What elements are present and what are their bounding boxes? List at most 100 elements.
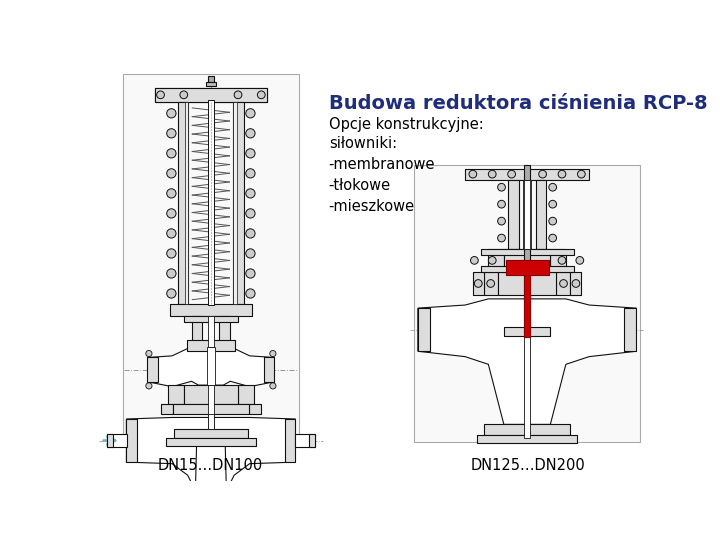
Bar <box>624 308 636 351</box>
Bar <box>418 308 431 351</box>
Circle shape <box>246 189 255 198</box>
Bar <box>508 179 518 249</box>
Bar <box>485 424 570 435</box>
Text: siłowniki:: siłowniki: <box>329 137 397 151</box>
Bar <box>173 404 249 414</box>
Bar <box>414 165 640 442</box>
Bar <box>178 102 189 303</box>
Bar <box>485 424 570 435</box>
Bar <box>624 308 636 351</box>
Bar <box>166 438 256 446</box>
Circle shape <box>145 350 152 356</box>
Bar <box>473 272 485 295</box>
Circle shape <box>471 256 478 264</box>
Circle shape <box>180 91 188 99</box>
Bar <box>477 435 577 443</box>
Bar <box>536 179 546 249</box>
Circle shape <box>246 289 255 298</box>
Circle shape <box>145 383 152 389</box>
Bar <box>122 74 300 442</box>
Bar <box>309 434 315 447</box>
Bar <box>249 404 261 414</box>
Circle shape <box>558 256 566 264</box>
Circle shape <box>246 229 255 238</box>
Bar <box>523 179 531 249</box>
Bar <box>208 76 214 82</box>
Text: Budowa reduktora ciśnienia RCP-8: Budowa reduktora ciśnienia RCP-8 <box>329 94 707 113</box>
Circle shape <box>488 170 496 178</box>
Bar <box>148 357 158 382</box>
Bar <box>524 275 530 336</box>
Bar <box>481 249 574 255</box>
Bar <box>473 272 485 295</box>
Text: DN15…DN100: DN15…DN100 <box>158 457 263 472</box>
Bar <box>485 272 498 295</box>
Bar <box>524 179 530 249</box>
Bar <box>166 438 256 446</box>
Circle shape <box>246 209 255 218</box>
Circle shape <box>539 170 546 178</box>
Circle shape <box>167 229 176 238</box>
Bar <box>504 327 550 336</box>
Circle shape <box>167 209 176 218</box>
Bar <box>170 303 252 316</box>
Bar <box>506 260 549 275</box>
Bar <box>208 100 214 305</box>
Bar <box>481 249 574 255</box>
Circle shape <box>474 280 482 287</box>
Bar <box>208 414 214 429</box>
Circle shape <box>270 383 276 389</box>
Bar <box>192 316 202 347</box>
Bar <box>504 327 550 336</box>
Circle shape <box>559 280 567 287</box>
Bar <box>174 429 248 438</box>
Bar <box>184 385 238 404</box>
Circle shape <box>487 280 495 287</box>
Bar <box>207 347 215 385</box>
Circle shape <box>234 91 242 99</box>
Circle shape <box>258 91 265 99</box>
Circle shape <box>246 249 255 258</box>
Bar <box>294 434 315 447</box>
Bar <box>174 429 248 438</box>
Circle shape <box>167 129 176 138</box>
Circle shape <box>167 269 176 278</box>
Polygon shape <box>127 417 295 491</box>
Bar <box>556 272 570 295</box>
Circle shape <box>167 148 176 158</box>
Bar <box>161 404 173 414</box>
Circle shape <box>572 280 580 287</box>
Circle shape <box>246 129 255 138</box>
Circle shape <box>488 256 496 264</box>
Bar <box>220 316 230 347</box>
Text: DN125…DN200: DN125…DN200 <box>470 457 585 472</box>
Bar <box>233 102 244 303</box>
Bar <box>155 88 266 102</box>
Circle shape <box>498 234 505 242</box>
Bar <box>192 316 202 347</box>
Bar <box>524 165 530 269</box>
Bar <box>481 266 574 272</box>
Circle shape <box>498 200 505 208</box>
Bar <box>170 303 252 316</box>
Circle shape <box>167 189 176 198</box>
Circle shape <box>508 170 516 178</box>
Bar <box>184 316 238 322</box>
Bar <box>481 266 574 272</box>
Bar <box>184 316 238 322</box>
Bar <box>504 249 550 272</box>
Text: Opcje konstrukcyjne:: Opcje konstrukcyjne: <box>329 117 483 132</box>
Circle shape <box>549 184 557 191</box>
Bar <box>206 82 215 86</box>
Circle shape <box>167 109 176 118</box>
Circle shape <box>246 269 255 278</box>
Circle shape <box>549 217 557 225</box>
Circle shape <box>549 200 557 208</box>
Bar <box>465 168 589 179</box>
Circle shape <box>167 289 176 298</box>
Bar <box>208 385 214 429</box>
Bar <box>178 102 189 303</box>
Bar <box>155 88 266 102</box>
Bar <box>161 404 173 414</box>
Bar <box>570 272 581 295</box>
